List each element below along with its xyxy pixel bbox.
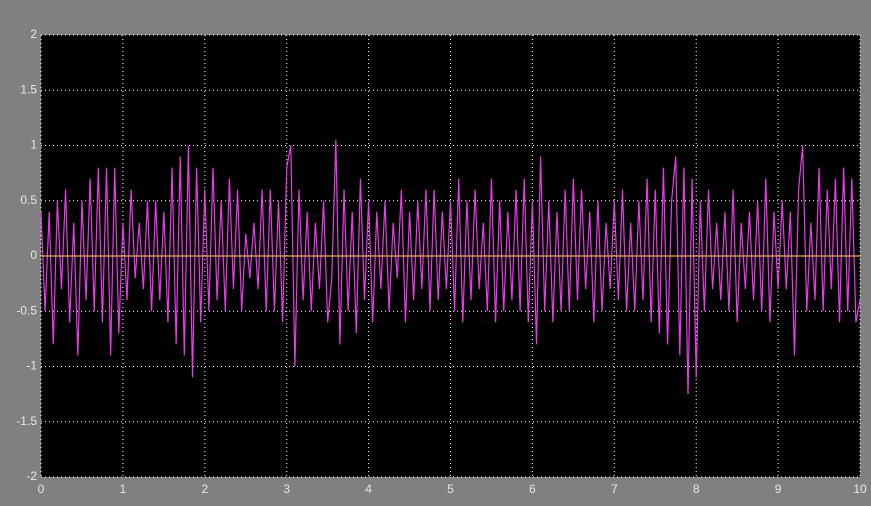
x-tick-label: 10: [853, 482, 867, 496]
y-tick-label: 1.5: [20, 82, 37, 96]
y-tick-label: 0.5: [20, 193, 37, 207]
y-tick-label: -0.5: [16, 303, 37, 317]
x-tick-label: 7: [611, 482, 618, 496]
x-tick-label: 5: [447, 482, 454, 496]
y-tick-label: -1: [26, 359, 37, 373]
x-tick-label: 0: [38, 482, 45, 496]
x-tick-label: 2: [201, 482, 208, 496]
x-tick-label: 9: [775, 482, 782, 496]
x-tick-label: 3: [283, 482, 290, 496]
signal-line: [40, 139, 861, 395]
y-tick-label: -1.5: [16, 414, 37, 428]
y-tick-label: 1: [30, 138, 37, 152]
x-tick-label: 8: [693, 482, 700, 496]
y-tick-label: -2: [26, 469, 37, 483]
x-tick-label: 1: [120, 482, 127, 496]
y-tick-label: 2: [30, 27, 37, 41]
y-tick-label: 0: [30, 248, 37, 262]
x-tick-label: 4: [365, 482, 372, 496]
x-tick-label: 6: [529, 482, 536, 496]
